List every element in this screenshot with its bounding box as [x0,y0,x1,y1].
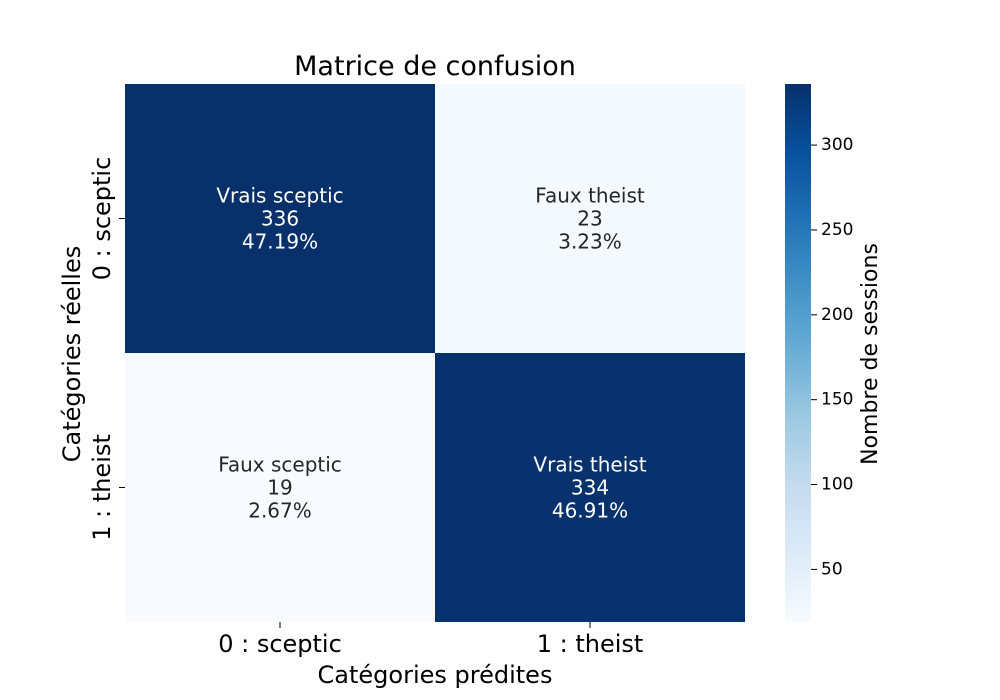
heatmap-cell [125,353,435,622]
colorbar-ticks: 50 100 150 200 250 300 [811,135,853,579]
heatmap-cell [435,353,745,622]
y-axis-label: Catégories réelles [58,246,86,462]
cell-label: Faux sceptic [218,453,342,477]
y-tick-label: 0 : sceptic [88,157,116,281]
colorbar-tick-label: 300 [821,135,853,155]
cell-label: Vrais sceptic [216,184,343,208]
x-axis-label: Catégories prédites [318,661,553,689]
y-tick-label: 1 : theist [88,434,116,541]
chart-title: Matrice de confusion [294,51,576,82]
colorbar-tick-label: 150 [821,390,853,410]
y-axis-ticks: 0 : sceptic 1 : theist [88,157,125,541]
cell-count: 334 [571,476,609,500]
x-tick-label: 1 : theist [537,630,644,658]
heatmap-cell [435,84,745,353]
cell-count: 19 [267,476,292,500]
x-axis-ticks: 0 : sceptic 1 : theist [218,622,643,658]
cell-label: Faux theist [535,184,645,208]
cell-percent: 46.91% [552,499,628,523]
colorbar-tick-label: 100 [821,475,853,495]
colorbar-tick-label: 200 [821,305,853,325]
cell-label: Vrais theist [533,453,646,477]
cell-count: 23 [577,207,602,231]
colorbar [785,84,811,622]
cell-percent: 47.19% [242,230,318,254]
colorbar-label: Nombre de sessions [858,243,883,465]
cell-count: 336 [261,207,299,231]
heatmap-cell [125,84,435,353]
cell-percent: 2.67% [248,499,312,523]
cell-percent: 3.23% [558,230,622,254]
colorbar-tick-label: 250 [821,220,853,240]
colorbar-tick-label: 50 [821,559,843,579]
x-tick-label: 0 : sceptic [218,630,342,658]
